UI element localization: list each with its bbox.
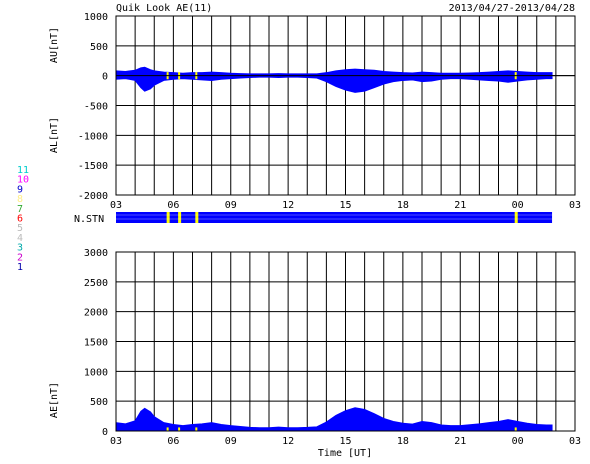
plot-title: Quik Look AE(11) [116,3,212,14]
x-tick-label: 03 [569,436,581,447]
ae-ylabel: AE[nT] [49,382,60,418]
y-tick-label: 3000 [84,248,108,259]
x-tick-label: 03 [110,436,122,447]
x-tick-label: 06 [167,200,179,211]
panel-frame [115,15,576,196]
au-ylabel: AU[nT] [49,27,60,63]
legend-entry: 4 [17,233,23,244]
legend-entry: 7 [17,204,23,215]
y-tick-label: -2000 [78,191,108,202]
x-tick-label: 09 [225,436,237,447]
x-tick-label: 18 [397,436,409,447]
x-tick-label: 15 [339,200,351,211]
x-axis-label: Time [UT] [318,448,372,459]
x-tick-label: 12 [282,436,294,447]
y-tick-label: 0 [102,427,108,438]
station-gap [514,212,518,223]
y-tick-label: 2000 [84,308,108,319]
y-tick-label: -500 [84,102,108,113]
station-gap [178,212,182,223]
x-tick-label: 18 [397,200,409,211]
series-area-al [115,75,553,93]
x-tick-label: 12 [282,200,294,211]
legend-entry: 11 [17,165,29,176]
x-tick-label: 06 [167,436,179,447]
station-gap [166,212,170,223]
y-tick-label: 1500 [84,338,108,349]
series-area-au [115,66,553,77]
y-tick-label: -1500 [78,161,108,172]
legend-entry: 5 [17,223,23,234]
y-tick-label: 1000 [84,367,108,378]
panel-frame [115,251,576,432]
legend-entry: 1 [17,262,23,273]
x-tick-label: 09 [225,200,237,211]
station-strip [116,212,553,223]
x-tick-label: 00 [512,200,524,211]
x-tick-label: 21 [454,200,466,211]
legend-entry: 10 [17,175,29,186]
x-tick-label: 21 [454,436,466,447]
y-tick-label: 500 [90,397,108,408]
y-tick-label: 500 [90,42,108,53]
al-ylabel: AL[nT] [49,117,60,153]
station-coverage-bar [116,212,553,223]
legend-entry: 6 [17,214,23,225]
date-range: 2013/04/27-2013/04/28 [449,3,575,14]
legend-entry: 2 [17,252,23,263]
y-tick-label: 2500 [84,278,108,289]
x-tick-label: 15 [339,436,351,447]
legend-entry: 3 [17,243,23,254]
y-tick-label: 1000 [84,12,108,23]
legend-entry: 9 [17,184,23,195]
x-tick-label: 03 [110,200,122,211]
legend-entry: 8 [17,194,23,205]
series-area-ae [115,407,553,432]
station-label: N.STN [74,214,104,225]
x-tick-label: 03 [569,200,581,211]
y-tick-label: -1000 [78,131,108,142]
y-tick-label: 0 [102,72,108,83]
x-tick-label: 00 [512,436,524,447]
station-gap [195,212,199,223]
